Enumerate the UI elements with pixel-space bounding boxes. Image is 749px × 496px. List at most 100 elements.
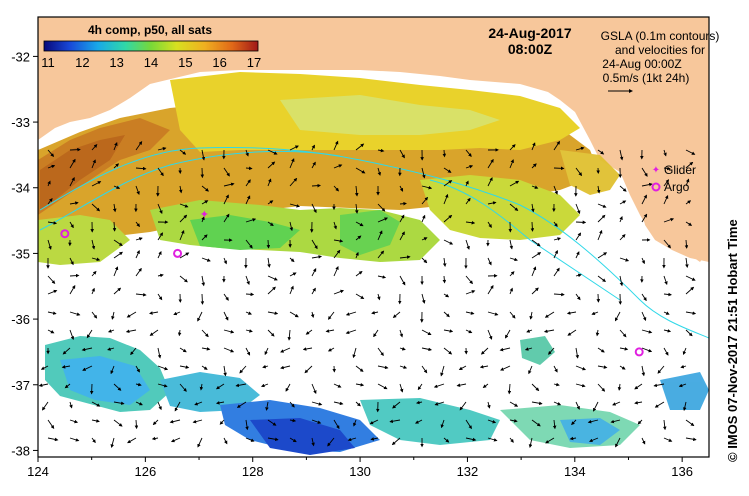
- velocity-arrow: [575, 347, 580, 359]
- velocity-arrow: [47, 437, 59, 442]
- velocity-arrow: [355, 143, 365, 151]
- velocity-arrow: [285, 383, 291, 392]
- velocity-arrow: [91, 419, 100, 423]
- velocity-arrow: [597, 214, 606, 223]
- velocity-arrow: [377, 203, 386, 212]
- velocity-arrow: [421, 214, 426, 223]
- velocity-arrow: [634, 383, 643, 390]
- velocity-arrow: [47, 275, 56, 284]
- velocity-arrow: [223, 365, 227, 377]
- velocity-arrow: [113, 383, 122, 391]
- velocity-arrow: [509, 159, 514, 169]
- velocity-arrow: [41, 401, 49, 411]
- velocity-arrow: [333, 140, 339, 151]
- velocity-arrow: [179, 229, 185, 241]
- velocity-arrow: [399, 185, 404, 192]
- velocity-arrow: [333, 164, 343, 169]
- velocity-arrow: [399, 329, 404, 338]
- velocity-arrow: [663, 179, 670, 187]
- velocity-arrow: [509, 239, 514, 250]
- velocity-arrow: [352, 347, 357, 359]
- velocity-arrow: [135, 185, 140, 195]
- velocity-arrow: [399, 201, 407, 206]
- velocity-arrow: [663, 292, 672, 297]
- velocity-arrow: [47, 164, 56, 169]
- velocity-arrow: [421, 293, 426, 304]
- velocity-arrow: [267, 161, 276, 169]
- colorbar-title: 4h comp, p50, all sats: [88, 23, 212, 37]
- velocity-arrow: [201, 234, 208, 241]
- velocity-arrow: [678, 383, 687, 388]
- velocity-arrow: [524, 347, 533, 351]
- velocity-arrow: [487, 284, 494, 295]
- velocity-arrow: [219, 419, 225, 425]
- velocity-arrow: [113, 287, 122, 295]
- velocity-arrow: [345, 311, 357, 316]
- velocity-arrow: [529, 311, 533, 320]
- velocity-arrow: [617, 383, 622, 391]
- velocity-arrow: [135, 292, 147, 297]
- velocity-arrow: [641, 311, 647, 322]
- velocity-arrow: [69, 158, 76, 169]
- velocity-arrow: [245, 166, 253, 171]
- velocity-arrow: [597, 229, 603, 241]
- velocity-arrow: [487, 158, 494, 169]
- velocity-arrow: [177, 329, 182, 337]
- velocity-arrow: [289, 401, 295, 408]
- velocity-arrow: [685, 275, 696, 281]
- velocity-arrow: [531, 266, 537, 277]
- map-time: 08:00Z: [508, 41, 553, 57]
- velocity-arrow: [465, 220, 476, 225]
- velocity-arrow: [201, 347, 211, 351]
- velocity-arrow: [634, 400, 643, 405]
- velocity-arrow: [215, 383, 225, 390]
- velocity-arrow: [311, 255, 323, 259]
- velocity-arrow: [179, 252, 190, 259]
- velocity-arrow: [192, 419, 203, 424]
- velocity-arrow: [685, 221, 693, 226]
- velocity-arrow: [223, 194, 229, 205]
- velocity-arrow: [245, 239, 253, 249]
- velocity-arrow: [169, 419, 181, 424]
- velocity-arrow: [531, 185, 539, 189]
- velocity-arrow: [69, 329, 75, 341]
- velocity-arrow: [619, 347, 629, 351]
- velocity-arrow: [682, 347, 687, 356]
- velocity-arrow: [641, 194, 647, 205]
- x-tick-label: 134: [564, 464, 586, 479]
- velocity-arrow: [509, 271, 515, 277]
- velocity-arrow: [112, 221, 117, 232]
- velocity-arrow: [566, 311, 577, 315]
- velocity-arrow: [179, 214, 188, 223]
- velocity-arrow: [179, 203, 189, 208]
- colorbar-tick-label: 11: [41, 55, 55, 70]
- velocity-arrow: [597, 252, 608, 259]
- argo-float-marker: [173, 248, 183, 258]
- velocity-arrow: [354, 185, 359, 197]
- velocity-arrow: [417, 383, 423, 391]
- velocity-arrow: [264, 347, 269, 356]
- velocity-arrow: [392, 311, 401, 319]
- velocity-arrow: [245, 437, 255, 442]
- velocity-arrow: [440, 365, 445, 377]
- velocity-arrow: [685, 149, 696, 155]
- velocity-arrow: [157, 232, 163, 241]
- velocity-arrow: [619, 275, 624, 287]
- velocity-arrow: [311, 383, 317, 395]
- velocity-arrow: [355, 383, 365, 387]
- velocity-arrow: [377, 148, 385, 153]
- velocity-arrow: [619, 149, 624, 161]
- velocity-arrow: [197, 311, 203, 322]
- velocity-arrow: [107, 347, 115, 351]
- velocity-arrow: [597, 347, 605, 353]
- colorbar-tick-label: 17: [247, 55, 261, 70]
- velocity-arrow: [223, 437, 228, 445]
- velocity-arrow: [157, 293, 163, 301]
- velocity-arrow: [653, 383, 665, 388]
- velocity-arrow: [465, 197, 471, 205]
- y-tick-label: -38: [11, 443, 30, 458]
- velocity-arrow: [415, 419, 423, 424]
- velocity-arrow: [149, 329, 159, 336]
- velocity-arrow: [267, 149, 278, 155]
